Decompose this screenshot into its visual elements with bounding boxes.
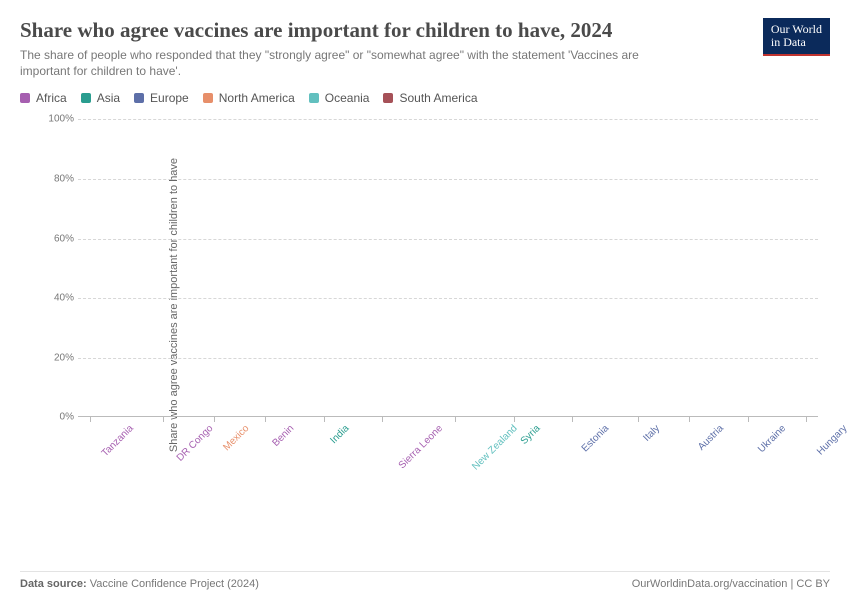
x-tick bbox=[689, 417, 690, 422]
x-tick-label: India bbox=[328, 423, 351, 446]
x-tick bbox=[324, 417, 325, 422]
x-tick bbox=[806, 417, 807, 422]
y-tick-label: 80% bbox=[40, 173, 74, 184]
x-tick bbox=[90, 417, 91, 422]
x-tick-label: Ukraine bbox=[756, 423, 788, 455]
legend-item: South America bbox=[383, 91, 477, 105]
legend-label: Africa bbox=[36, 91, 67, 105]
x-tick-label: Syria bbox=[518, 423, 542, 447]
title-block: Share who agree vaccines are important f… bbox=[20, 18, 763, 79]
x-tick-label: Sierra Leone bbox=[397, 423, 445, 471]
plot-area: TanzaniaDR CongoMexicoBeninIndiaSierra L… bbox=[78, 119, 818, 417]
header: Share who agree vaccines are important f… bbox=[20, 18, 830, 79]
legend-swatch bbox=[383, 93, 393, 103]
chart-container: Share who agree vaccines are important f… bbox=[0, 0, 850, 600]
x-tick-label: Tanzania bbox=[99, 423, 135, 459]
y-tick-label: 40% bbox=[40, 293, 74, 304]
logo-line-2: in Data bbox=[771, 36, 822, 49]
x-tick-label: Hungary bbox=[815, 423, 850, 458]
chart-subtitle: The share of people who responded that t… bbox=[20, 47, 660, 79]
owid-logo: Our World in Data bbox=[763, 18, 830, 56]
legend-swatch bbox=[134, 93, 144, 103]
x-tick bbox=[638, 417, 639, 422]
x-tick bbox=[214, 417, 215, 422]
legend-swatch bbox=[81, 93, 91, 103]
gridline bbox=[78, 119, 818, 120]
chart-area: Share who agree vaccines are important f… bbox=[20, 115, 830, 495]
y-tick-label: 60% bbox=[40, 233, 74, 244]
legend-item: North America bbox=[203, 91, 295, 105]
y-tick-label: 0% bbox=[40, 412, 74, 423]
x-tick-label: Benin bbox=[271, 423, 297, 449]
x-tick bbox=[265, 417, 266, 422]
source-value: Vaccine Confidence Project (2024) bbox=[90, 578, 259, 590]
legend-swatch bbox=[20, 93, 30, 103]
legend-item: Asia bbox=[81, 91, 120, 105]
legend-item: Africa bbox=[20, 91, 67, 105]
source-label: Data source: bbox=[20, 578, 87, 590]
legend-label: Asia bbox=[97, 91, 120, 105]
x-tick-label: Mexico bbox=[221, 423, 251, 453]
data-source: Data source: Vaccine Confidence Project … bbox=[20, 578, 259, 590]
gridline bbox=[78, 358, 818, 359]
gridline bbox=[78, 298, 818, 299]
x-tick bbox=[163, 417, 164, 422]
legend: Africa Asia Europe North America Oceania Sout… bbox=[20, 91, 830, 105]
x-tick bbox=[455, 417, 456, 422]
y-tick-label: 20% bbox=[40, 352, 74, 363]
y-tick-label: 100% bbox=[40, 114, 74, 125]
gridline bbox=[78, 179, 818, 180]
x-tick-label: DR Congo bbox=[174, 423, 215, 464]
attribution: OurWorldinData.org/vaccination | CC BY bbox=[632, 578, 830, 590]
x-tick bbox=[514, 417, 515, 422]
legend-item: Europe bbox=[134, 91, 189, 105]
x-tick-label: Austria bbox=[696, 423, 726, 453]
legend-label: Oceania bbox=[325, 91, 370, 105]
x-tick bbox=[572, 417, 573, 422]
legend-item: Oceania bbox=[309, 91, 370, 105]
legend-label: South America bbox=[399, 91, 477, 105]
chart-title: Share who agree vaccines are important f… bbox=[20, 18, 763, 43]
legend-swatch bbox=[309, 93, 319, 103]
legend-label: North America bbox=[219, 91, 295, 105]
x-tick-label: Estonia bbox=[580, 423, 611, 454]
baseline bbox=[78, 416, 818, 417]
gridline bbox=[78, 239, 818, 240]
x-tick bbox=[382, 417, 383, 422]
legend-swatch bbox=[203, 93, 213, 103]
x-tick-label: Italy bbox=[641, 423, 662, 444]
x-tick bbox=[748, 417, 749, 422]
x-tick-label: New Zealand bbox=[471, 423, 520, 472]
bars-group: TanzaniaDR CongoMexicoBeninIndiaSierra L… bbox=[86, 119, 810, 417]
footer: Data source: Vaccine Confidence Project … bbox=[20, 571, 830, 590]
legend-label: Europe bbox=[150, 91, 189, 105]
